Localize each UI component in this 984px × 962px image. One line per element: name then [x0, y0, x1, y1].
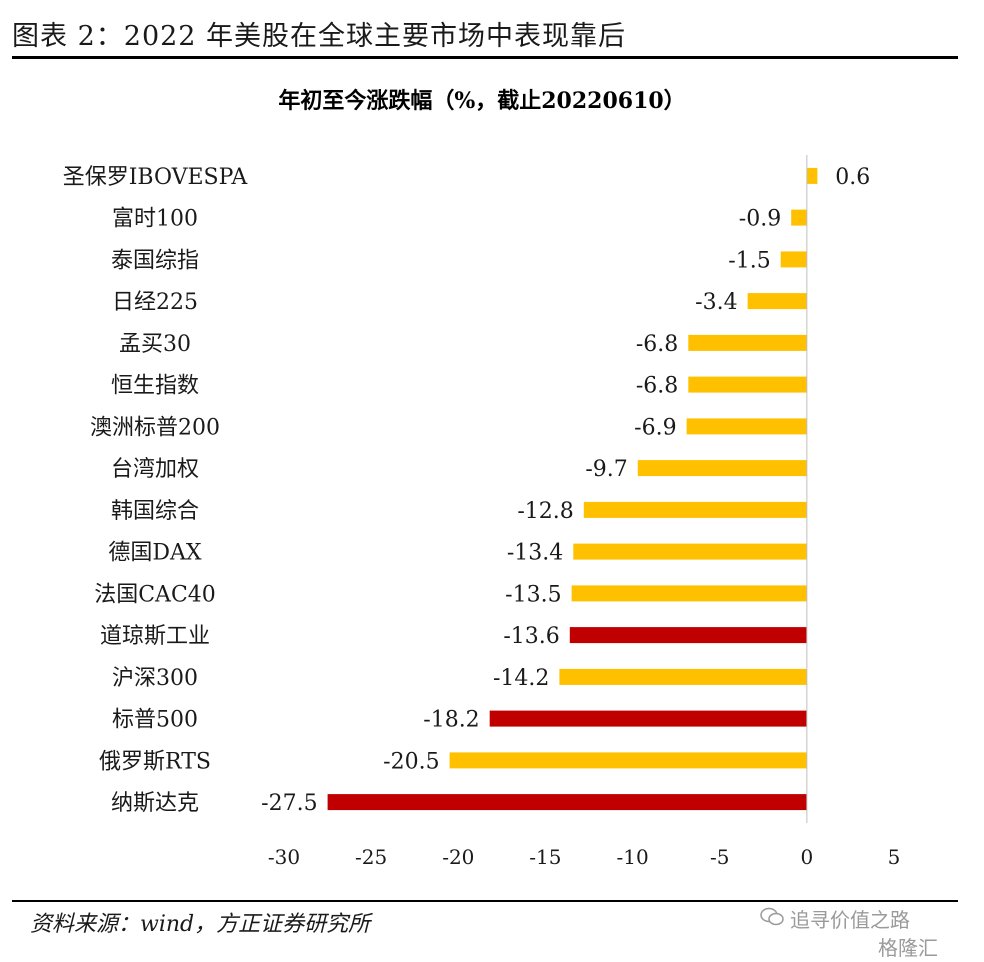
category-label: 道琼斯工业 — [100, 624, 210, 649]
watermark-logo: 格隆汇 — [878, 936, 938, 960]
bar — [688, 376, 807, 393]
category-label: 日经225 — [112, 290, 198, 315]
bar — [449, 752, 807, 769]
value-label: -9.7 — [585, 457, 627, 482]
chart-title: 年初至今涨跌幅（%，截止20220610） — [278, 88, 685, 114]
value-label: -13.6 — [503, 624, 559, 649]
bar — [780, 251, 807, 268]
category-label: 德国DAX — [108, 541, 202, 566]
value-labels: 0.6 -0.9 -1.5 -3.4 -6.8 -6.8 -6.9 -9.7 -12.8 -13.… — [261, 165, 870, 816]
figure-title: 图表 2：2022 年美股在全球主要市场中表现靠后 — [12, 21, 627, 52]
value-label: -18.2 — [423, 708, 479, 733]
wechat-icon — [760, 907, 784, 932]
value-label: -0.9 — [739, 207, 781, 232]
bar — [806, 167, 818, 184]
x-tick-label: -25 — [355, 845, 387, 869]
category-label: 沪深300 — [112, 666, 198, 691]
x-tick-label: 5 — [888, 845, 901, 869]
x-tick-label: 0 — [801, 845, 814, 869]
x-tick-label: -20 — [442, 845, 474, 869]
bar — [489, 710, 807, 727]
x-tick-label: -15 — [529, 845, 561, 869]
top-rule — [12, 56, 958, 59]
bar — [569, 627, 807, 644]
watermark-channel: 追寻价值之路 — [760, 904, 910, 933]
category-label: 法国CAC40 — [94, 582, 216, 607]
category-label: 澳洲标普200 — [90, 415, 220, 440]
value-label: -13.5 — [505, 582, 561, 607]
bars-group — [327, 167, 818, 811]
bar — [637, 460, 807, 477]
category-label: 孟买30 — [119, 332, 191, 357]
value-label: -1.5 — [728, 248, 770, 273]
value-label: 0.6 — [835, 165, 870, 190]
value-label: -3.4 — [695, 290, 737, 315]
watermark-line1: 追寻价值之路 — [790, 908, 910, 932]
category-label: 泰国综指 — [111, 248, 199, 273]
x-tick-label: -30 — [268, 845, 300, 869]
category-label: 圣保罗IBOVESPA — [63, 165, 249, 190]
bar — [573, 543, 807, 560]
category-label: 恒生指数 — [111, 374, 199, 399]
value-label: -13.4 — [507, 541, 563, 566]
bar-chart: 年初至今涨跌幅（%，截止20220610） 圣保罗IBOVESPA 富时100 泰国… — [63, 88, 901, 869]
category-label: 标普500 — [112, 708, 198, 733]
bar — [583, 501, 807, 518]
x-tick-label: -10 — [616, 845, 648, 869]
category-label: 台湾加权 — [111, 457, 199, 482]
category-label: 韩国综合 — [111, 499, 199, 524]
bar — [747, 293, 807, 310]
x-tick-label: -5 — [710, 845, 729, 869]
category-label: 纳斯达克 — [111, 791, 199, 816]
category-label: 俄罗斯RTS — [99, 749, 211, 774]
bar — [327, 794, 807, 811]
value-label: -20.5 — [383, 749, 439, 774]
bottom-rule — [12, 900, 958, 902]
bar — [571, 585, 807, 602]
value-label: -6.9 — [634, 415, 676, 440]
value-label: -6.8 — [636, 374, 678, 399]
bar — [688, 334, 807, 351]
bar — [686, 418, 807, 435]
value-label: -12.8 — [517, 499, 573, 524]
value-label: -27.5 — [261, 791, 317, 816]
source-note: 资料来源：wind，方正证券研究所 — [30, 912, 371, 937]
value-label: -6.8 — [636, 332, 678, 357]
x-axis-ticks: -30 -25 -20 -15 -10 -5 0 5 — [268, 845, 900, 869]
value-label: -14.2 — [493, 666, 549, 691]
bar — [559, 668, 807, 685]
category-label: 富时100 — [112, 207, 198, 232]
bar — [791, 209, 807, 226]
